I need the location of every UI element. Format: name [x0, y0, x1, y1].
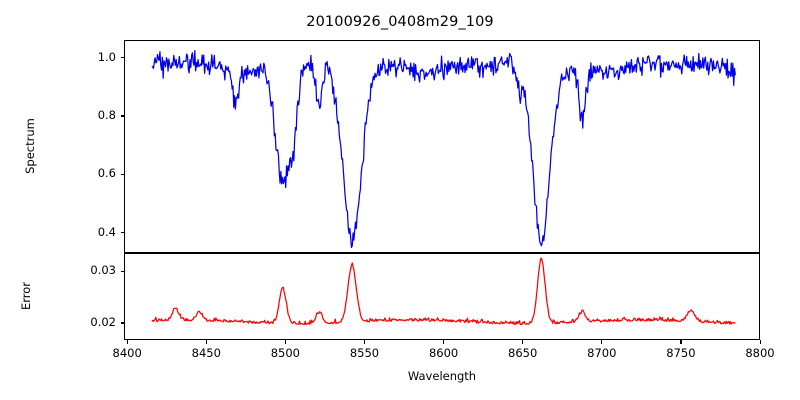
spectrum-y-tick [120, 232, 124, 234]
error-series-svg [151, 257, 736, 326]
spectrum-series-svg [151, 49, 736, 249]
x-axis-tick [759, 340, 761, 344]
x-axis-tick [284, 340, 286, 344]
x-axis-tick [601, 340, 603, 344]
error-plot-panel [124, 253, 760, 340]
spectrum-y-tick-label: 0.6 [97, 166, 116, 181]
x-axis-tick-label: 8800 [745, 346, 775, 360]
spectrum-plot-panel [124, 40, 760, 253]
error-y-tick [120, 322, 124, 324]
x-axis-tick [126, 340, 128, 344]
spectrum-y-tick [120, 173, 124, 175]
x-axis-tick-label: 8450 [191, 346, 221, 360]
x-axis-tick [522, 340, 524, 344]
spectrum-y-tick [120, 115, 124, 117]
error-line [151, 257, 736, 326]
error-y-tick [120, 270, 124, 272]
x-axis-tick-label: 8400 [112, 346, 142, 360]
chart-title: 20100926_0408m29_109 [306, 14, 494, 30]
x-axis-tick-label: 8750 [666, 346, 696, 360]
x-axis-tick-label: 8550 [349, 346, 380, 360]
x-axis-tick-label: 8500 [270, 346, 300, 360]
error-y-axis-label: Error [19, 281, 33, 311]
error-y-tick-label: 0.02 [90, 314, 116, 329]
x-axis-tick [363, 340, 366, 344]
spectrum-y-axis-label: Spectrum [23, 118, 37, 174]
x-axis-tick [205, 340, 207, 344]
spectrum-line [151, 49, 736, 249]
spectrum-y-tick-label: 0.4 [97, 224, 116, 239]
x-axis-tick-label: 8650 [508, 346, 538, 360]
x-axis-tick-label: 8700 [587, 346, 617, 360]
x-axis-label: Wavelength [407, 369, 477, 383]
spectrum-y-tick [120, 57, 124, 59]
x-axis-tick-label: 8600 [428, 346, 459, 360]
x-axis-tick [680, 340, 682, 344]
x-axis-tick [443, 340, 445, 344]
spectrum-y-tick-label: 1.0 [97, 49, 116, 64]
spectrum-y-tick-label: 0.8 [97, 107, 116, 122]
error-y-tick-label: 0.03 [90, 263, 116, 278]
